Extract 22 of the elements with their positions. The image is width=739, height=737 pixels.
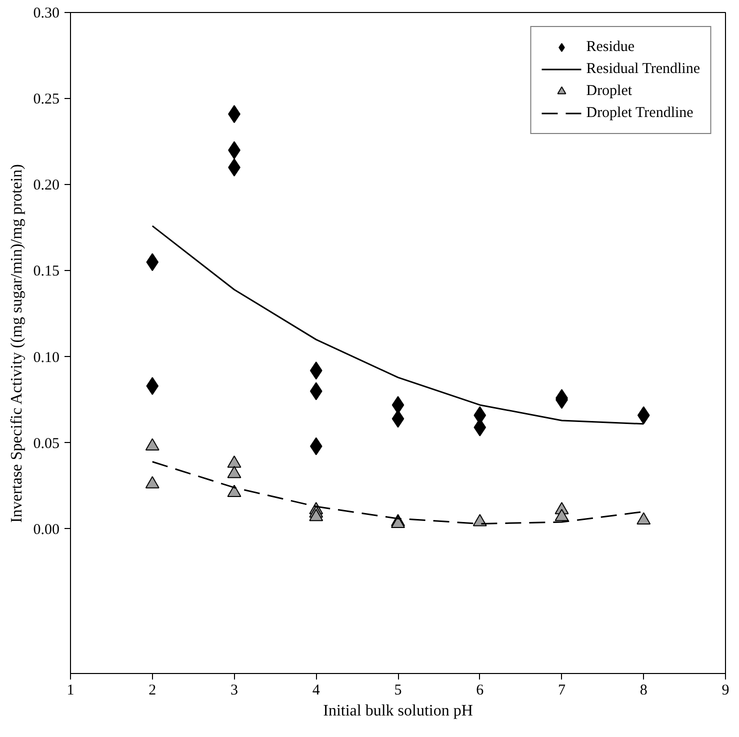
y-tick-label: 0.15 (33, 264, 60, 280)
x-tick-label: 4 (312, 682, 320, 698)
x-tick-label: 9 (722, 682, 730, 698)
legend-label: Droplet Trendline (586, 104, 694, 122)
y-tick-label: 0.20 (33, 178, 60, 194)
legend-label: Residue (586, 38, 635, 56)
x-tick-label: 2 (148, 682, 156, 698)
x-tick-label: 7 (558, 682, 566, 698)
legend-label: Residual Trendline (586, 60, 700, 78)
x-tick-label: 5 (394, 682, 402, 698)
x-tick-label: 6 (476, 682, 484, 698)
y-tick-label: 0.10 (33, 350, 60, 366)
x-tick-label: 8 (640, 682, 648, 698)
x-tick-label: 3 (230, 682, 238, 698)
y-tick-label: 0.05 (33, 436, 60, 452)
y-tick-label: 0.30 (33, 6, 60, 22)
y-tick-label: 0.25 (33, 92, 60, 108)
legend-label: Droplet (586, 82, 632, 100)
y-axis-title: Invertase Specific Activity ((mg sugar/min)/mg protein) (8, 164, 26, 523)
y-tick-label: 0.00 (33, 522, 60, 538)
x-tick-label: 1 (66, 682, 74, 698)
x-axis-title: Initial bulk solution pH (323, 702, 474, 720)
